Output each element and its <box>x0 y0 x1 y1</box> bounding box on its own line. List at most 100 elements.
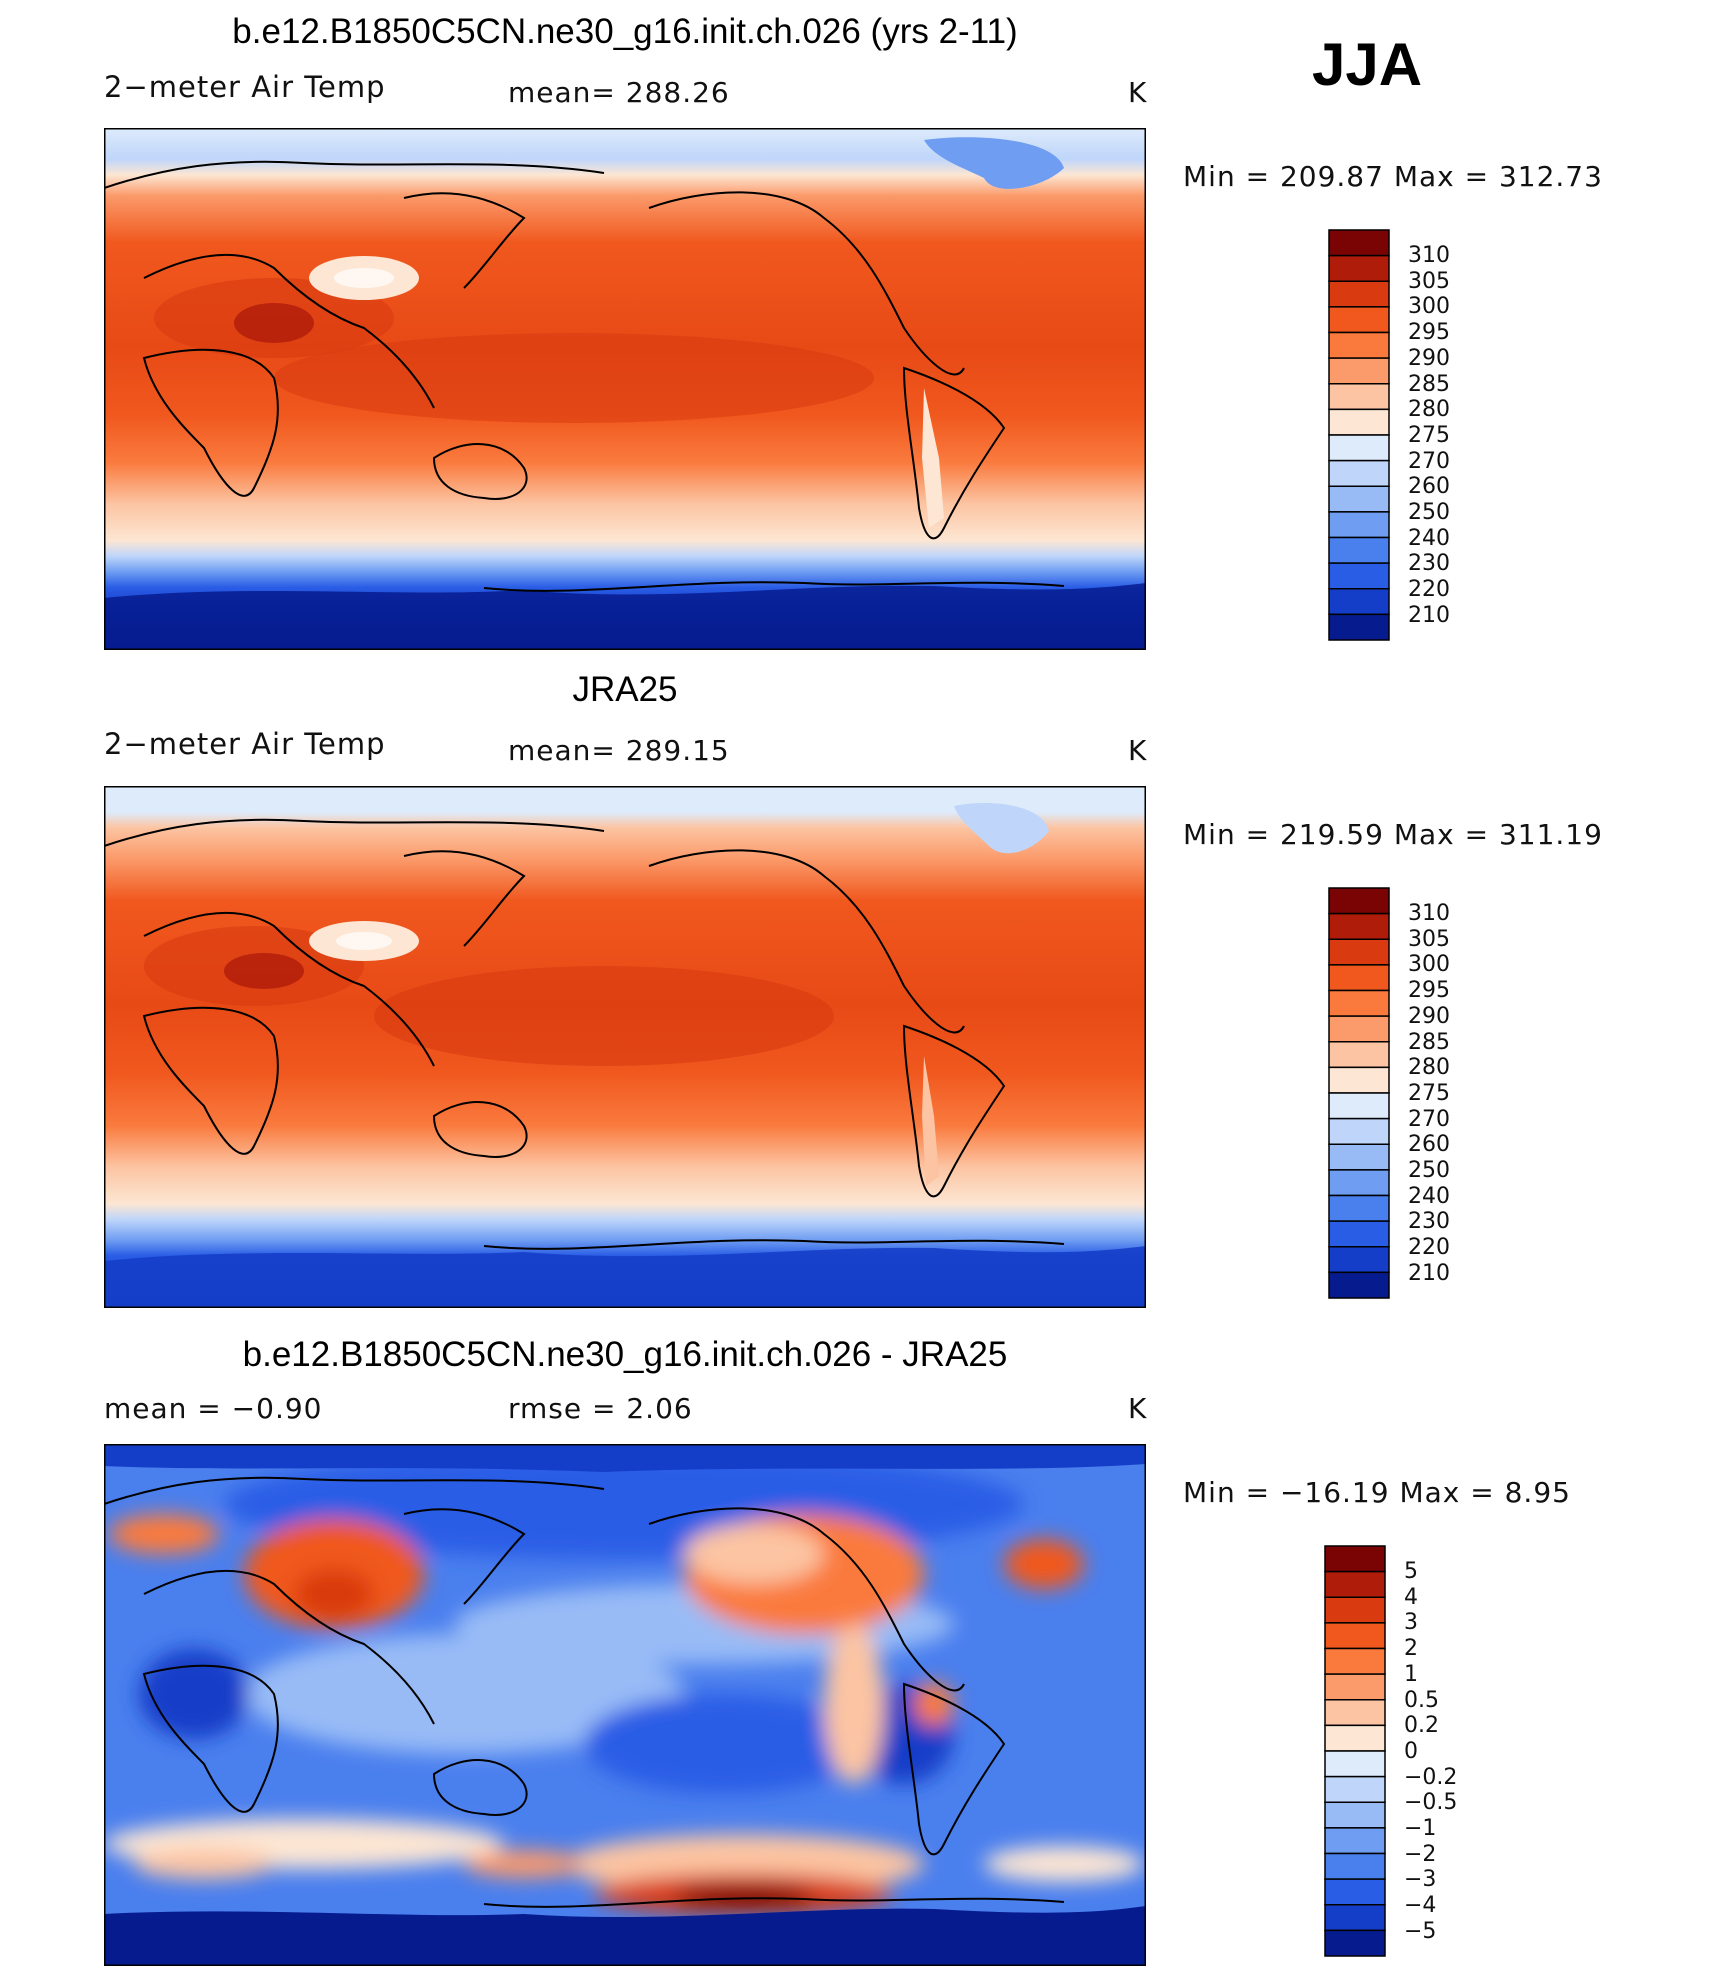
variable-label: 2−meter Air Temp <box>104 70 386 104</box>
colorbar-tick-label: 230 <box>1408 551 1450 577</box>
colorbar-swatch <box>1324 1724 1386 1752</box>
colorbar-swatch <box>1324 1775 1386 1803</box>
colorbar-tick-label: −4 <box>1404 1893 1437 1919</box>
colorbar-tick-label: 0 <box>1404 1738 1418 1764</box>
colorbar-tick-label: 230 <box>1408 1209 1450 1235</box>
colorbar-swatch <box>1328 1220 1390 1248</box>
colorbar-swatch <box>1328 331 1390 359</box>
colorbar-swatch <box>1328 1041 1390 1069</box>
colorbar-tick-label: 240 <box>1408 525 1450 551</box>
colorbar-swatch <box>1328 1271 1390 1299</box>
colorbar-swatch <box>1328 588 1390 616</box>
colorbar-tick-label: −2 <box>1404 1841 1437 1867</box>
colorbar-swatch <box>1324 1647 1386 1675</box>
colorbar-tick-label: 270 <box>1408 448 1450 474</box>
colorbar-tick-label: 305 <box>1408 268 1450 294</box>
colorbar-swatch <box>1328 912 1390 940</box>
colorbar-swatch <box>1324 1570 1386 1598</box>
colorbar-tick-label: −0.2 <box>1404 1764 1458 1790</box>
colorbar-tick-label: 280 <box>1408 1055 1450 1081</box>
colorbar-swatch <box>1328 1092 1390 1120</box>
colorbar-swatch <box>1328 280 1390 308</box>
colorbar-swatch <box>1328 485 1390 513</box>
colorbar-swatch <box>1328 536 1390 564</box>
colorbar-swatch <box>1324 1801 1386 1829</box>
colorbar-swatch <box>1324 1750 1386 1778</box>
colorbar-swatch <box>1328 1194 1390 1222</box>
variable-label: 2−meter Air Temp <box>104 727 386 761</box>
colorbar-swatch <box>1324 1545 1386 1573</box>
colorbar-swatches <box>1328 229 1390 641</box>
temperature-map <box>104 786 1146 1308</box>
colorbar-tick-label: 280 <box>1408 397 1450 423</box>
colorbar-tick-label: 5 <box>1404 1559 1418 1584</box>
panel-title: b.e12.B1850C5CN.ne30_g16.init.ch.026 - J… <box>242 1335 1008 1374</box>
panel-title: JRA25 <box>572 670 678 709</box>
colorbar-tick-label: 240 <box>1408 1183 1450 1209</box>
colorbar-swatch <box>1328 229 1390 257</box>
colorbar-tick-label: 275 <box>1408 1080 1450 1106</box>
units-label: K <box>1128 1392 1148 1425</box>
colorbar-swatch <box>1324 1852 1386 1880</box>
colorbar-tick-label: 310 <box>1408 243 1450 268</box>
colorbar-tick-label: 0.5 <box>1404 1687 1439 1713</box>
colorbar-tick-label: 1 <box>1404 1661 1418 1687</box>
colorbar-swatch <box>1328 357 1390 385</box>
colorbar-swatch <box>1328 562 1390 590</box>
colorbar-tick-label: −1 <box>1404 1816 1437 1841</box>
colorbar-tick-label: 270 <box>1408 1106 1450 1132</box>
colorbar-tick-label: 3 <box>1404 1610 1418 1636</box>
mean-label: mean = −0.90 <box>104 1392 323 1425</box>
colorbar-swatch <box>1328 1066 1390 1094</box>
colorbar-swatch <box>1328 989 1390 1017</box>
colorbar-tick-label: −3 <box>1404 1867 1437 1893</box>
colorbar-tick-label: 220 <box>1408 577 1450 603</box>
colorbar-swatch <box>1328 306 1390 334</box>
colorbar-swatch <box>1328 511 1390 539</box>
colorbar-tick-label: 295 <box>1408 320 1450 346</box>
colorbar-swatch <box>1328 1117 1390 1145</box>
colorbar-tick-label: 290 <box>1408 345 1450 371</box>
colorbar-tick-label: 275 <box>1408 422 1450 448</box>
colorbar-swatch <box>1328 1169 1390 1197</box>
panel-title: b.e12.B1850C5CN.ne30_g16.init.ch.026 (yr… <box>232 12 1018 51</box>
colorbar-swatch <box>1328 1015 1390 1043</box>
colorbar-swatch <box>1328 964 1390 992</box>
colorbar-tick-label: 260 <box>1408 1132 1450 1158</box>
colorbar-swatch <box>1324 1878 1386 1906</box>
colorbar-tick-label: 300 <box>1408 294 1450 320</box>
colorbar-swatch <box>1324 1904 1386 1932</box>
colorbar-swatch <box>1324 1699 1386 1727</box>
colorbar-tick-label: −0.5 <box>1404 1790 1458 1816</box>
colorbar-tick-label: 0.2 <box>1404 1713 1439 1739</box>
colorbar-swatch <box>1324 1596 1386 1624</box>
temperature-map <box>104 128 1146 650</box>
minmax-label: Min = 219.59 Max = 311.19 <box>1183 818 1603 851</box>
colorbar-swatch <box>1324 1929 1386 1957</box>
rmse-label: rmse = 2.06 <box>508 1392 693 1425</box>
colorbar-swatch <box>1328 459 1390 487</box>
colorbar-tick-label: 260 <box>1408 474 1450 500</box>
colorbar-tick-label: 250 <box>1408 500 1450 525</box>
units-label: K <box>1128 76 1148 109</box>
colorbar-swatch <box>1328 1246 1390 1274</box>
colorbar-swatch <box>1324 1673 1386 1701</box>
colorbar-swatch <box>1324 1827 1386 1855</box>
colorbar-tick-label: 210 <box>1408 602 1450 628</box>
colorbar-tick-label: 285 <box>1408 1029 1450 1055</box>
colorbar-swatch <box>1328 254 1390 282</box>
colorbar-swatch <box>1324 1622 1386 1650</box>
minmax-label: Min = 209.87 Max = 312.73 <box>1183 160 1603 193</box>
colorbar-tick-label: −5 <box>1404 1918 1437 1944</box>
minmax-label: Min = −16.19 Max = 8.95 <box>1183 1476 1571 1509</box>
colorbar-swatch <box>1328 383 1390 411</box>
colorbar-swatch <box>1328 408 1390 436</box>
mean-label: mean= 288.26 <box>508 76 730 109</box>
colorbar-tick-label: 250 <box>1408 1158 1450 1183</box>
colorbar-swatches <box>1328 887 1390 1299</box>
colorbar-tick-label: 290 <box>1408 1003 1450 1029</box>
colorbar-swatch <box>1328 613 1390 641</box>
colorbar-swatch <box>1328 1143 1390 1171</box>
mean-label: mean= 289.15 <box>508 734 730 767</box>
colorbar-tick-label: 295 <box>1408 978 1450 1004</box>
